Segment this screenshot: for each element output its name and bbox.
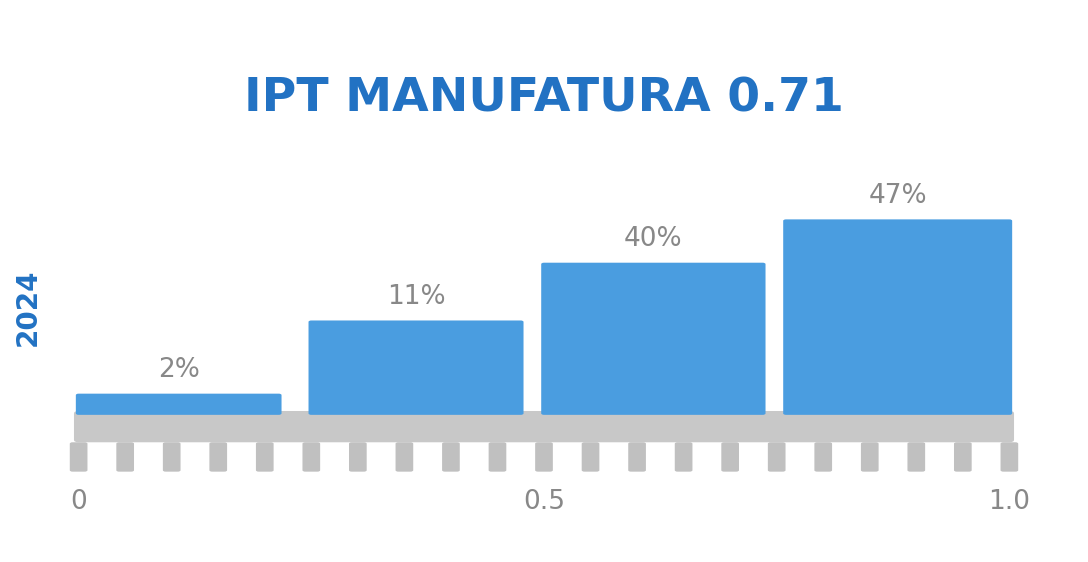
FancyBboxPatch shape [70, 442, 87, 472]
FancyBboxPatch shape [349, 442, 367, 472]
FancyBboxPatch shape [783, 219, 1012, 415]
FancyBboxPatch shape [163, 442, 181, 472]
FancyBboxPatch shape [116, 442, 134, 472]
FancyBboxPatch shape [489, 442, 506, 472]
FancyBboxPatch shape [628, 442, 646, 472]
FancyBboxPatch shape [442, 442, 460, 472]
FancyBboxPatch shape [302, 442, 320, 472]
FancyBboxPatch shape [76, 393, 282, 415]
FancyBboxPatch shape [907, 442, 925, 472]
Text: 11%: 11% [386, 284, 445, 310]
FancyBboxPatch shape [1001, 442, 1018, 472]
FancyBboxPatch shape [541, 262, 766, 415]
FancyBboxPatch shape [582, 442, 599, 472]
Text: 47%: 47% [868, 183, 927, 209]
Text: 2%: 2% [158, 357, 199, 383]
FancyBboxPatch shape [675, 442, 692, 472]
Text: 0.5: 0.5 [523, 490, 565, 515]
FancyBboxPatch shape [74, 411, 1014, 442]
FancyBboxPatch shape [209, 442, 227, 472]
Text: 40%: 40% [625, 226, 682, 252]
FancyBboxPatch shape [309, 320, 523, 415]
FancyBboxPatch shape [815, 442, 832, 472]
Text: 0: 0 [71, 490, 87, 515]
FancyBboxPatch shape [721, 442, 739, 472]
FancyBboxPatch shape [954, 442, 972, 472]
FancyBboxPatch shape [256, 442, 273, 472]
FancyBboxPatch shape [396, 442, 413, 472]
FancyBboxPatch shape [535, 442, 553, 472]
Text: 1.0: 1.0 [988, 490, 1030, 515]
Text: IPT MANUFATURA 0.71: IPT MANUFATURA 0.71 [244, 76, 844, 121]
FancyBboxPatch shape [861, 442, 879, 472]
FancyBboxPatch shape [768, 442, 786, 472]
Text: 2024: 2024 [13, 269, 41, 346]
